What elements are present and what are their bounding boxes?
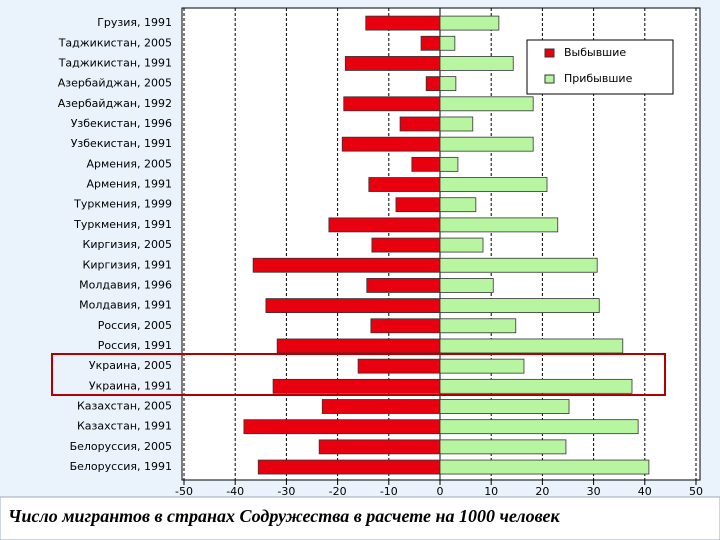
bar xyxy=(357,358,441,374)
x-tick-label: 20 xyxy=(535,485,549,498)
y-tick-label: Туркмения, 1999 xyxy=(73,198,172,211)
bar xyxy=(439,237,484,253)
bar xyxy=(425,76,441,92)
bar xyxy=(439,419,639,435)
bar xyxy=(399,116,441,132)
x-tick-label: 50 xyxy=(689,485,703,498)
y-tick-label: Белоруссия, 2005 xyxy=(70,440,172,453)
bar xyxy=(344,56,441,71)
y-tick-label: Казахстан, 1991 xyxy=(77,420,172,433)
bar xyxy=(439,318,517,334)
y-tick-label: Молдавия, 1991 xyxy=(79,299,172,312)
bar xyxy=(439,35,456,51)
bar xyxy=(365,15,441,31)
bar xyxy=(439,298,600,314)
caption-box xyxy=(0,496,720,540)
bar xyxy=(439,56,514,71)
x-tick-label: 30 xyxy=(587,485,601,498)
bar xyxy=(439,459,650,475)
bar xyxy=(411,156,441,172)
y-tick-label: Туркмения, 1991 xyxy=(73,218,172,231)
bar xyxy=(257,459,441,475)
bar xyxy=(439,338,624,354)
bar xyxy=(439,116,474,132)
highlight-box xyxy=(51,353,666,396)
y-tick-label: Грузия, 1991 xyxy=(97,16,172,29)
y-tick-label: Молдавия, 1996 xyxy=(79,278,172,291)
bar xyxy=(276,338,441,354)
bar xyxy=(439,15,500,31)
x-tick-label: -10 xyxy=(380,485,398,498)
bar xyxy=(439,278,494,293)
y-tick-label: Узбекистан, 1996 xyxy=(71,117,172,130)
bar xyxy=(439,358,525,374)
bar xyxy=(439,399,570,414)
bar xyxy=(252,257,441,273)
y-tick-label: Украина, 2005 xyxy=(89,359,172,372)
bar xyxy=(272,378,441,394)
y-tick-label: Киргизия, 1991 xyxy=(83,258,172,271)
y-tick-label: Белоруссия, 1991 xyxy=(70,460,172,473)
y-tick-label: Таджикистан, 1991 xyxy=(58,56,172,69)
bar xyxy=(420,35,441,51)
y-tick-label: Киргизия, 2005 xyxy=(83,238,172,251)
bar xyxy=(370,318,441,334)
x-tick-label: 40 xyxy=(638,485,652,498)
bar xyxy=(439,378,633,394)
x-tick-label: 10 xyxy=(484,485,498,498)
bar xyxy=(439,217,559,233)
y-tick-label: Азербайджан, 2005 xyxy=(58,77,172,90)
x-tick-label: -20 xyxy=(329,485,347,498)
bar xyxy=(343,96,441,112)
bar xyxy=(439,136,534,152)
y-tick-label: Армения, 2005 xyxy=(86,157,172,170)
legend-swatch xyxy=(544,74,555,84)
bar xyxy=(265,298,441,314)
caption: Число мигрантов в странах Содружества в … xyxy=(8,506,560,526)
x-tick-label: -40 xyxy=(226,485,244,498)
y-tick-label: Таджикистан, 2005 xyxy=(58,36,172,49)
bar xyxy=(318,439,441,455)
bar xyxy=(439,197,477,213)
bar xyxy=(439,96,534,112)
y-tick-label: Армения, 1991 xyxy=(86,178,172,191)
y-tick-label: Азербайджан, 1992 xyxy=(58,97,172,110)
bar xyxy=(439,439,567,455)
y-tick-label: Украина, 1991 xyxy=(89,379,172,392)
bar xyxy=(371,237,441,253)
y-tick-label: Узбекистан, 1991 xyxy=(71,137,172,150)
legend-label: Выбывшие xyxy=(564,46,626,59)
bar xyxy=(321,399,441,414)
x-tick-label: 0 xyxy=(437,485,444,498)
bar xyxy=(328,217,441,233)
x-tick-label: -30 xyxy=(277,485,295,498)
bar xyxy=(439,257,598,273)
x-tick-label: -50 xyxy=(175,485,193,498)
bar xyxy=(341,136,441,152)
y-tick-label: Россия, 1991 xyxy=(98,339,172,352)
legend-swatch xyxy=(544,48,555,58)
bar xyxy=(366,278,441,293)
bar xyxy=(395,197,441,213)
legend-label: Прибывшие xyxy=(564,72,633,85)
bar xyxy=(368,177,441,192)
bar xyxy=(243,419,441,435)
bar xyxy=(439,177,548,192)
bar xyxy=(439,156,459,172)
y-tick-label: Казахстан, 2005 xyxy=(77,400,172,413)
y-tick-label: Россия, 2005 xyxy=(98,319,172,332)
bar xyxy=(439,76,457,92)
